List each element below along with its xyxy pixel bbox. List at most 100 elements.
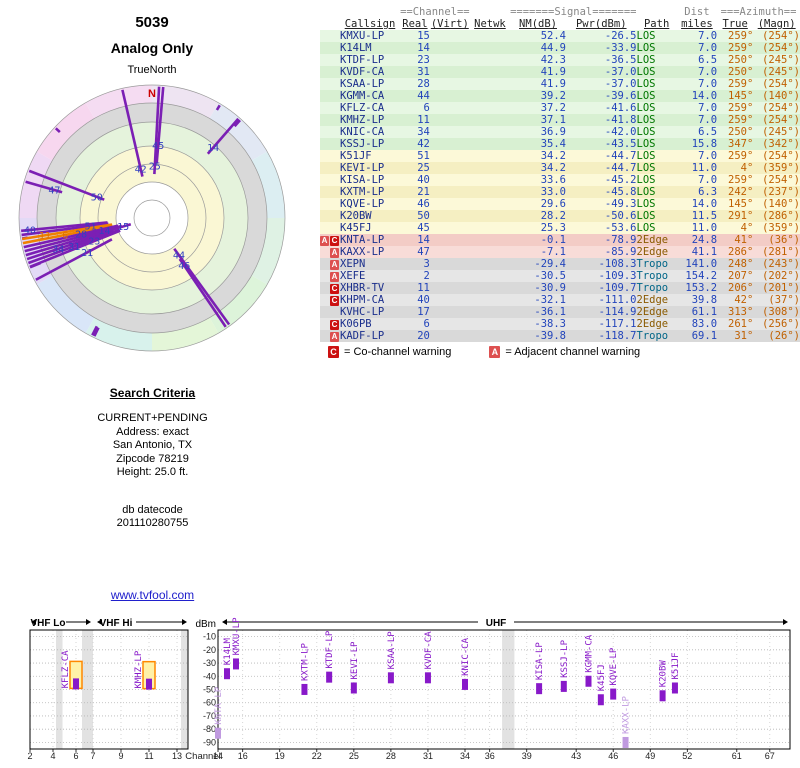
table-column-header: Callsign Real (Virt) Netwk NM(dB) Pwr(dBm) Pat… <box>344 18 796 30</box>
network-cell <box>470 90 510 102</box>
chart-text: dBm <box>195 619 216 630</box>
radar-spoke <box>21 222 109 237</box>
network-cell <box>470 186 510 198</box>
noise-margin-cell: -29.4 <box>534 258 566 270</box>
power-cell: -33.9 <box>604 42 637 54</box>
network-cell <box>470 126 510 138</box>
azimuth-magn-cell: (256°) <box>762 318 800 330</box>
radar-spoke <box>215 104 221 111</box>
table-row: C KHPM-CA 40 -32.1 -111.0 2Edge 39.8 42° (37°) <box>320 294 800 306</box>
path-cell: LOS <box>636 42 656 54</box>
path-cell: LOS <box>636 174 656 186</box>
azimuth-magn-cell: (243°) <box>762 258 800 270</box>
path-cell: LOS <box>636 90 656 102</box>
virtual-channel-cell <box>430 114 470 126</box>
chart-bar-label: KGMM-CA <box>585 634 595 673</box>
reserved-band <box>181 630 188 749</box>
distance-cell: 24.8 <box>691 234 718 246</box>
chart-bar <box>301 683 308 695</box>
table-row: KSAA-LP 28 41.9 -37.0 LOS 7.0 259° (254°) <box>320 78 800 90</box>
distance-cell: 61.1 <box>691 306 718 318</box>
chart-text: -30 <box>203 658 216 668</box>
virtual-channel-cell <box>430 186 470 198</box>
warning-cell <box>320 222 340 234</box>
callsign-cell: KXTM-LP <box>340 186 385 198</box>
warning-cell: A <box>320 258 340 270</box>
azimuth-magn-cell: (254°) <box>762 114 800 126</box>
tvfool-link[interactable]: www.tvfool.com <box>110 588 195 602</box>
chart-text: 61 <box>732 751 742 761</box>
radar-grid-circle <box>97 163 207 273</box>
table-row: K14LM 14 44.9 -33.9 LOS 7.0 259° (254°) <box>320 42 800 54</box>
radar-channel-label: 34 <box>52 244 64 255</box>
chart-frame <box>217 629 791 750</box>
azimuth-true-cell: 259° <box>728 150 754 162</box>
virtual-channel-cell <box>430 126 470 138</box>
noise-margin-cell: 35.4 <box>540 138 566 150</box>
warning-cell <box>320 102 340 114</box>
noise-margin-cell: -32.1 <box>534 294 566 306</box>
chart-text: VHF Lo <box>31 618 66 629</box>
azimuth-true-cell: 41° <box>734 234 754 246</box>
table-row: KGMM-CA 44 39.2 -39.6 LOS 14.0 145° (140°) <box>320 90 800 102</box>
warning-cell <box>320 150 340 162</box>
noise-margin-cell: 29.6 <box>540 198 566 210</box>
power-cell: -78.9 <box>604 234 637 246</box>
real-channel-cell: 3 <box>423 258 430 270</box>
warning-cell: A <box>320 330 340 342</box>
radar-grid-circle <box>133 199 171 237</box>
chart-text: 11 <box>144 751 153 761</box>
chart-bar-label: KSSJ-LP <box>560 639 570 678</box>
noise-margin-cell: 41.9 <box>540 78 566 90</box>
warning-cell <box>320 174 340 186</box>
table-row: A C KNTA-LP 14 -0.1 -78.9 2Edge 24.8 41° (36°) <box>320 234 800 246</box>
real-channel-cell: 42 <box>417 138 430 150</box>
chart-bar <box>326 671 333 683</box>
band-arrow-icon <box>783 619 788 625</box>
report-mode: Analog Only <box>110 40 194 56</box>
virtual-channel-cell <box>430 258 470 270</box>
radar-channel-label: 25 <box>149 162 161 173</box>
azimuth-true-cell: 31° <box>734 330 754 342</box>
table-row: A XEPN 3 -29.4 -108.3 Tropo 141.0 248° (243°) <box>320 258 800 270</box>
azimuth-true-cell: 259° <box>728 102 754 114</box>
power-cell: -43.5 <box>604 138 637 150</box>
network-cell <box>470 78 510 90</box>
radar-spoke <box>91 325 98 336</box>
virtual-channel-cell <box>430 30 470 42</box>
azimuth-true-cell: 4° <box>740 222 754 234</box>
network-cell <box>470 114 510 126</box>
search-criteria: Search Criteria CURRENT+PENDING Address:… <box>0 386 305 531</box>
virtual-channel-cell <box>430 210 470 222</box>
path-cell: LOS <box>636 66 656 78</box>
co-channel-legend-text: = Co-channel warning <box>344 346 452 358</box>
azimuth-magn-cell: (140°) <box>762 90 800 102</box>
real-channel-cell: 46 <box>417 198 430 210</box>
power-cell: -53.6 <box>604 222 637 234</box>
callsign-cell: KEVI-LP <box>340 162 385 174</box>
adjacent-channel-warning-icon: A <box>320 236 329 246</box>
co-channel-warning-icon: C <box>328 346 339 358</box>
real-channel-cell: 40 <box>417 294 430 306</box>
path-cell: Tropo <box>636 282 669 294</box>
chart-bar <box>671 682 678 694</box>
azimuth-true-cell: 291° <box>728 210 754 222</box>
network-cell <box>470 198 510 210</box>
real-channel-cell: 6 <box>423 318 430 330</box>
distance-cell: 7.0 <box>698 66 718 78</box>
virtual-channel-cell <box>430 54 470 66</box>
warning-cell: C <box>320 294 340 306</box>
radar-channel-label: 23 <box>88 237 100 248</box>
callsign-cell: KAXX-LP <box>340 246 385 258</box>
radar-channel-label: 6 <box>62 230 68 241</box>
chart-text: -10 <box>203 632 216 642</box>
network-cell <box>470 246 510 258</box>
azimuth-true-cell: 286° <box>728 246 754 258</box>
network-cell <box>470 222 510 234</box>
chart-bar-label: KSAA-LP <box>387 631 397 670</box>
radar-spoke <box>178 258 227 328</box>
chart-text: 2 <box>27 751 32 761</box>
azimuth-magn-cell: (286°) <box>762 210 800 222</box>
distance-cell: 6.5 <box>698 126 718 138</box>
azimuth-true-cell: 313° <box>728 306 754 318</box>
